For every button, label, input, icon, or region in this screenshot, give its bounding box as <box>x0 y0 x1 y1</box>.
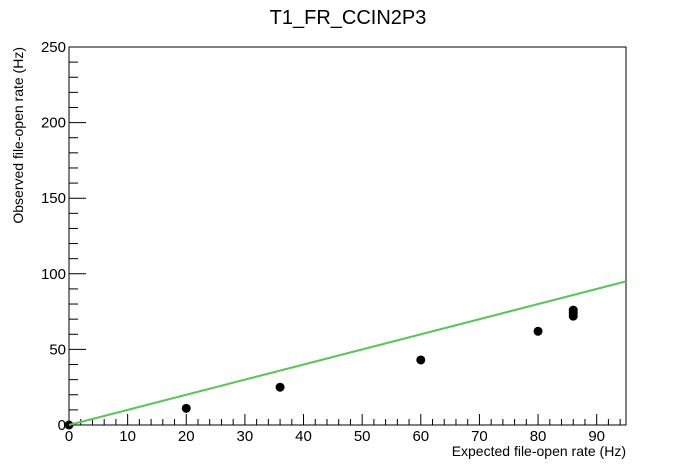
x-tick-label: 30 <box>237 428 254 445</box>
chart-title: T1_FR_CCIN2P3 <box>270 7 427 29</box>
x-axis-title: Expected file-open rate (Hz) <box>452 443 626 459</box>
data-point <box>416 355 426 365</box>
data-point <box>181 403 191 413</box>
x-tick-label: 40 <box>295 428 312 445</box>
axis-ticks <box>68 46 621 426</box>
reference-line <box>68 280 627 426</box>
data-point <box>533 326 543 336</box>
y-tick-label: 0 <box>58 417 66 434</box>
y-axis-title: Observed file-open rate (Hz) <box>10 47 26 224</box>
x-tick-label: 10 <box>119 428 136 445</box>
plot-area-frame <box>68 46 627 426</box>
tick-labels: 0 10 20 30 40 50 60 70 80 90 0 50 100 150 200 250 <box>41 39 605 445</box>
data-point <box>275 382 285 392</box>
y-tick-label: 150 <box>41 190 66 207</box>
data-point <box>568 305 578 315</box>
series-layer <box>64 280 627 430</box>
y-tick-label: 200 <box>41 115 66 132</box>
y-tick-label: 50 <box>49 341 66 358</box>
x-tick-label: 70 <box>471 428 488 445</box>
x-tick-label: 50 <box>354 428 371 445</box>
x-tick-label: 0 <box>65 428 73 445</box>
x-tick-label: 90 <box>588 428 605 445</box>
x-tick-label: 80 <box>530 428 547 445</box>
y-tick-label: 100 <box>41 266 66 283</box>
y-tick-label: 250 <box>41 39 66 56</box>
x-tick-label: 60 <box>412 428 429 445</box>
x-tick-label: 20 <box>178 428 195 445</box>
